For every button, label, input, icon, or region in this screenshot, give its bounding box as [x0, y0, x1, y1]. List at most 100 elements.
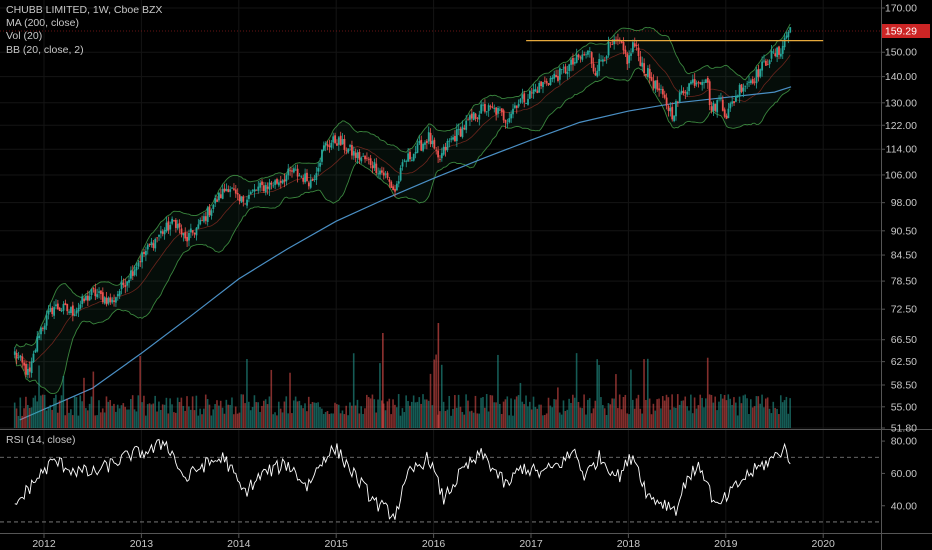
volume-bar: [257, 402, 259, 428]
volume-bar: [399, 415, 402, 428]
candle-body: [118, 290, 121, 296]
volume-bar: [484, 407, 486, 428]
candle-body: [253, 189, 256, 192]
volume-bar: [328, 414, 331, 428]
volume-bar: [418, 397, 421, 428]
candle-body: [120, 281, 123, 290]
volume-bar: [433, 359, 436, 428]
volume-bar: [137, 395, 140, 428]
volume-bar: [735, 402, 737, 428]
candle-body: [279, 180, 282, 183]
volume-bar: [186, 396, 188, 428]
candle-body: [635, 44, 638, 46]
volume-bar: [645, 399, 647, 428]
candle-body: [568, 64, 571, 72]
candle-body: [17, 357, 20, 359]
candle-body: [349, 145, 351, 147]
volume-indicator-label[interactable]: Vol (20): [6, 30, 43, 43]
volume-bar: [178, 401, 181, 428]
candle-body: [746, 83, 749, 85]
symbol-title[interactable]: CHUBB LIMITED, 1W, Cboe BZX: [6, 4, 163, 16]
volume-bar: [298, 400, 301, 428]
bollinger-indicator-label[interactable]: BB (20, close, 2): [6, 43, 84, 56]
candle-body: [422, 143, 425, 151]
volume-bar: [723, 394, 726, 428]
candle-body: [137, 262, 140, 267]
candle-body: [605, 56, 608, 59]
volume-bar: [49, 404, 52, 428]
candle-body: [590, 52, 593, 64]
volume-bar: [613, 398, 615, 428]
volume-bar: [130, 398, 132, 428]
candle-body: [485, 111, 488, 113]
price-axis-label: 114.00: [886, 144, 917, 156]
candle-body: [277, 182, 280, 186]
candle-body: [416, 143, 419, 153]
volume-bar: [759, 403, 761, 428]
candle-body: [654, 80, 657, 89]
candle-body: [144, 250, 147, 256]
volume-bar: [135, 411, 138, 428]
candle-body: [330, 142, 333, 148]
volume-bar: [523, 404, 525, 428]
candle-body: [313, 179, 316, 180]
candle-body: [489, 106, 492, 108]
candle-body: [319, 162, 321, 167]
price-axis-label: 90.50: [891, 225, 917, 237]
volume-bar: [720, 394, 722, 428]
volume-bar: [721, 398, 724, 428]
volume-bar: [334, 402, 336, 428]
candle-body: [212, 204, 215, 209]
candle-body: [512, 108, 514, 115]
price-axis-label: 98.00: [891, 197, 917, 209]
volume-bar: [292, 400, 295, 428]
candle-body: [390, 181, 393, 188]
candle-body: [107, 297, 110, 304]
candle-body: [609, 42, 612, 44]
candle-body: [620, 40, 623, 43]
candle-body: [607, 42, 610, 56]
volume-bar: [150, 404, 153, 428]
volume-bar: [727, 394, 730, 428]
volume-bar: [671, 394, 673, 428]
volume-bar: [128, 409, 130, 428]
volume-bar: [336, 404, 338, 428]
candle-body: [469, 115, 471, 120]
candle-body: [287, 168, 290, 176]
volume-bar: [751, 407, 754, 428]
candle-body: [448, 140, 451, 142]
volume-bar: [107, 401, 110, 428]
volume-bar: [455, 407, 458, 428]
candle-body: [517, 103, 520, 107]
candle-body: [294, 169, 297, 171]
candle-body: [766, 64, 769, 66]
volume-bar: [680, 400, 683, 428]
candle-body: [347, 148, 350, 153]
candle-body: [491, 106, 494, 108]
candle-body: [371, 165, 374, 169]
volume-bar: [429, 373, 432, 428]
candle-body: [701, 82, 704, 86]
volume-bar: [139, 355, 141, 428]
price-axis-label: 84.50: [891, 250, 917, 262]
rsi-indicator-label[interactable]: RSI (14, close): [6, 434, 76, 446]
candle-body: [382, 172, 385, 176]
ma-indicator-label[interactable]: MA (200, close): [6, 17, 79, 30]
candle-body: [467, 119, 469, 121]
volume-bar: [478, 413, 481, 428]
candle-body: [251, 190, 254, 192]
volume-bar: [85, 408, 87, 428]
candle-body: [171, 218, 174, 224]
volume-bar: [748, 413, 750, 428]
candle-body: [343, 138, 346, 150]
volume-bar: [360, 406, 362, 428]
volume-bar: [384, 410, 387, 428]
volume-bar: [231, 397, 233, 428]
candle-body: [577, 54, 580, 58]
volume-bar: [652, 403, 655, 428]
volume-bar: [583, 394, 585, 428]
volume-bar: [259, 411, 261, 428]
candle-body: [572, 57, 574, 65]
candle-body: [60, 310, 63, 312]
candle-body: [66, 303, 69, 312]
